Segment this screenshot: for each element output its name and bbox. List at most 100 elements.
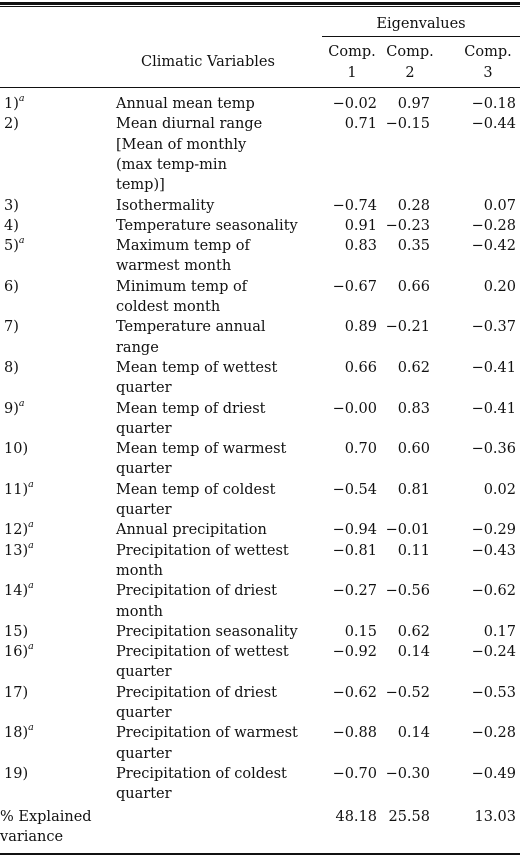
eigenvalue-comp-2: 0.28 [397,197,430,214]
explained-variance-comp-1: 48.18 [335,808,377,825]
eigenvalue-comp-2: 0.62 [397,623,430,640]
header-rule [0,87,520,88]
eigenvalue-comp-1: −0.00 [332,400,377,417]
eigenvalue-comp-1: 0.66 [344,359,377,376]
component-header-2: Comp. 2 [386,44,434,81]
explained-variance-comp-2: 25.58 [388,808,430,825]
row-number: 10) [4,441,29,458]
eigenvalue-comp-3: −0.53 [471,684,516,701]
eigenvalue-comp-3: −0.29 [471,522,516,539]
variable-name-line: Precipitation of driest [116,684,277,701]
eigenvalues-underline [322,36,520,37]
row-number: 6) [4,278,19,295]
eigenvalue-comp-2: 0.83 [397,400,430,417]
eigenvalue-comp-1: −0.94 [332,522,377,539]
explained-variance-comp-3: 13.03 [474,808,516,825]
variable-name-line: range [116,339,159,356]
eigenvalue-comp-3: −0.41 [471,400,516,417]
eigenvalue-comp-2: 0.14 [397,725,430,742]
eigenvalue-comp-1: 0.15 [344,623,377,640]
row-number: 9)a [4,397,25,417]
variable-name-line: Mean temp of driest [116,400,266,417]
component-header-1: Comp. 1 [328,44,376,81]
row-number: 5)a [4,235,25,255]
row-number: 12)a [4,519,34,539]
variable-name-line: quarter [116,420,172,437]
eigenvalue-comp-3: 0.07 [483,197,516,214]
variable-name-line: Annual mean temp [116,96,255,112]
variable-name-line: quarter [116,380,172,397]
variables-header: Climatic Variables [141,54,275,70]
eigenvalue-comp-1: −0.70 [332,765,377,782]
variable-name-line: Temperature seasonality [116,217,298,234]
footnote-marker: a [18,93,25,105]
variable-name-line: Precipitation of warmest [116,725,298,742]
footnote-marker: a [28,580,34,592]
variable-name-line: quarter [116,664,172,681]
eigenvalue-comp-2: 0.97 [397,96,430,112]
footnote-marker: a [18,397,25,409]
eigenvalue-comp-1: −0.74 [332,197,377,214]
eigenvalue-comp-1: −0.67 [332,278,377,295]
variable-name-line: temp)] [116,177,165,194]
row-number: 3) [4,197,19,214]
eigenvalue-comp-2: −0.21 [385,319,430,336]
eigenvalue-comp-1: −0.54 [332,481,377,498]
component-header-3: Comp. 3 [464,44,512,81]
variable-name-line: month [116,603,163,620]
row-number: 7) [4,319,19,336]
variable-name-line: quarter [116,745,172,762]
variable-name-line: [Mean of monthly [116,136,247,153]
eigenvalue-comp-3: −0.28 [471,725,516,742]
row-number: 1)a [4,93,25,112]
variable-name-line: coldest month [116,299,221,315]
eigenvalue-comp-2: 0.14 [397,644,430,661]
variable-name-line: Precipitation of wettest [116,542,289,559]
eigenvalue-comp-3: −0.62 [471,583,516,600]
variable-name-line: Mean temp of warmest [116,441,287,458]
variable-name-line: Mean temp of wettest [116,359,278,376]
eigenvalue-comp-1: −0.81 [332,542,377,559]
eigenvalue-comp-1: −0.92 [332,644,377,661]
variable-name-line: Isothermality [116,197,215,214]
eigenvalue-comp-2: 0.11 [397,542,430,559]
eigenvalue-comp-3: 0.17 [483,623,516,640]
bottom-rule [0,853,520,855]
eigenvalue-comp-2: 0.81 [397,481,430,498]
variable-name-line: (max temp-min [116,156,227,173]
footnote-marker: a [28,539,34,551]
row-number: 4) [4,217,19,234]
variable-name-line: quarter [116,461,172,478]
row-number: 15) [4,623,29,640]
row-number: 17) [4,684,29,701]
eigenvalue-comp-1: 0.91 [344,217,377,234]
footnote-marker: a [28,641,34,653]
eigenvalue-comp-3: −0.37 [471,319,516,336]
row-number: 8) [4,359,19,376]
eigenvalue-comp-2: 0.66 [397,278,430,295]
eigenvalue-comp-1: −0.88 [332,725,377,742]
variable-name-line: month [116,562,163,579]
eigenvalue-comp-1: 0.83 [344,238,377,255]
row-number: 19) [4,765,29,782]
eigenvalue-comp-3: −0.28 [471,217,516,234]
eigenvalue-comp-3: −0.24 [471,644,516,661]
footnote-marker: a [18,235,25,247]
eigenvalue-comp-2: −0.23 [385,217,430,234]
footnote-marker: a [28,478,34,490]
variable-name-line: Precipitation of driest [116,583,277,600]
eigenvalue-comp-2: −0.15 [385,116,430,133]
row-number: 13)a [4,539,34,559]
variable-name-line: quarter [116,705,172,721]
eigenvalue-comp-3: −0.44 [471,116,516,133]
variable-name-line: Mean temp of coldest [116,481,276,498]
explained-variance-label: % Explained variance [0,808,92,845]
top-rule [0,2,520,5]
eigenvalue-comp-2: −0.52 [385,684,430,701]
eigenvalue-comp-2: −0.01 [385,522,430,539]
row-number: 14)a [4,580,34,600]
row-number: 2) [4,116,19,133]
eigenvalue-comp-3: −0.36 [471,441,516,458]
variable-name-line: warmest month [116,258,232,275]
eigenvalue-comp-1: 0.70 [344,441,377,458]
